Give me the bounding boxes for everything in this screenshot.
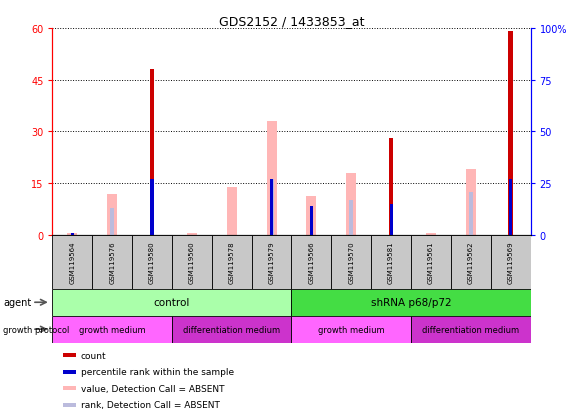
Bar (172, 235, 212, 289)
Text: value, Detection Call = ABSENT: value, Detection Call = ABSENT (80, 384, 224, 393)
Bar (307, 196, 317, 235)
Text: GSM119561: GSM119561 (428, 241, 434, 283)
Bar (110, 209, 114, 235)
Bar (269, 180, 273, 235)
Text: GSM119560: GSM119560 (189, 241, 195, 283)
Bar (68, 233, 78, 235)
Title: GDS2152 / 1433853_at: GDS2152 / 1433853_at (219, 15, 364, 28)
Text: GSM119579: GSM119579 (269, 241, 275, 283)
Bar (227, 188, 237, 235)
Text: GSM119576: GSM119576 (109, 241, 115, 283)
Bar (349, 200, 353, 235)
Text: GSM119570: GSM119570 (348, 241, 354, 283)
Text: growth medium: growth medium (318, 325, 385, 334)
Bar (426, 233, 436, 235)
Text: shRNA p68/p72: shRNA p68/p72 (371, 297, 451, 308)
Text: GSM119578: GSM119578 (229, 241, 235, 283)
Bar (52, 289, 292, 316)
Bar (52, 316, 172, 343)
Text: differentiation medium: differentiation medium (183, 325, 280, 334)
Bar (469, 192, 473, 235)
Bar (509, 180, 512, 235)
Text: GSM119580: GSM119580 (149, 241, 155, 283)
Bar (491, 235, 531, 289)
Bar (63, 370, 76, 374)
Bar (63, 403, 76, 407)
Bar (150, 180, 154, 235)
Text: growth medium: growth medium (79, 325, 146, 334)
Text: control: control (154, 297, 190, 308)
Bar (389, 204, 393, 235)
Bar (310, 206, 313, 235)
Bar (466, 169, 476, 235)
Bar (266, 122, 276, 235)
Bar (292, 235, 331, 289)
Text: GSM119562: GSM119562 (468, 241, 474, 283)
Text: GSM119566: GSM119566 (308, 241, 314, 283)
Bar (451, 235, 491, 289)
Bar (187, 233, 197, 235)
Text: percentile rank within the sample: percentile rank within the sample (80, 367, 234, 376)
Bar (150, 70, 154, 235)
Text: GSM119581: GSM119581 (388, 241, 394, 283)
Bar (71, 233, 74, 235)
Text: agent: agent (3, 297, 31, 308)
Bar (389, 139, 394, 235)
Bar (331, 235, 371, 289)
Bar (63, 353, 76, 357)
Bar (411, 235, 451, 289)
Text: differentiation medium: differentiation medium (422, 325, 519, 334)
Text: rank, Detection Call = ABSENT: rank, Detection Call = ABSENT (80, 400, 219, 409)
Text: growth protocol: growth protocol (3, 325, 69, 334)
Bar (132, 235, 172, 289)
Bar (52, 235, 92, 289)
Bar (212, 235, 252, 289)
Bar (292, 289, 531, 316)
Bar (107, 194, 117, 235)
Bar (346, 173, 356, 235)
Text: GSM119569: GSM119569 (508, 241, 514, 283)
Bar (270, 180, 273, 235)
Bar (172, 316, 292, 343)
Bar (508, 32, 513, 235)
Text: GSM119564: GSM119564 (69, 241, 75, 283)
Bar (63, 386, 76, 390)
Bar (292, 316, 411, 343)
Bar (411, 316, 531, 343)
Bar (252, 235, 292, 289)
Bar (92, 235, 132, 289)
Text: count: count (80, 351, 106, 360)
Bar (371, 235, 411, 289)
